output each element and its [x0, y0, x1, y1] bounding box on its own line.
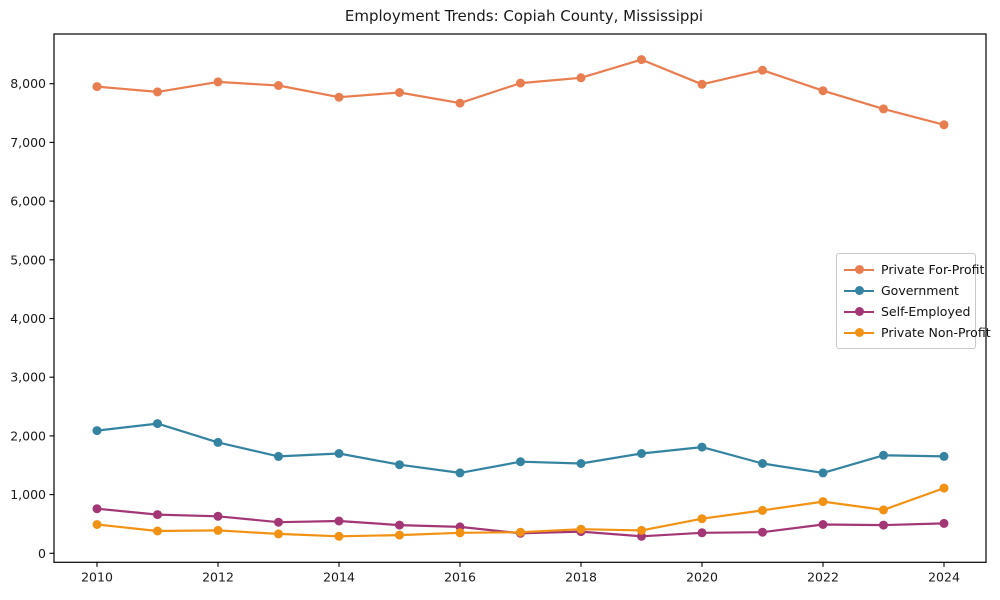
series-marker-private-non-profit — [818, 497, 828, 507]
series-marker-government — [939, 451, 949, 461]
series-marker-private-for-profit — [395, 88, 404, 97]
series-marker-private-for-profit — [516, 78, 525, 88]
series-marker-self-employed — [758, 527, 767, 537]
series-marker-private-for-profit — [334, 92, 344, 102]
series-marker-private-non-profit — [637, 525, 646, 535]
chart-legend: Private For-Profit Government Self-Employe… — [836, 253, 991, 349]
series-marker-self-employed — [213, 511, 223, 521]
series-marker-government — [334, 449, 344, 458]
y-tick-label: 7,000 — [10, 135, 46, 150]
y-tick-label: 8,000 — [10, 76, 46, 91]
y-tick-label: 5,000 — [10, 252, 46, 267]
y-tick-label: 0 — [38, 546, 46, 561]
legend-item-private-non-profit: Private Non-Profit — [844, 322, 991, 343]
legend-item-self-employed: Self-Employed — [844, 301, 971, 322]
series-marker-private-non-profit — [92, 520, 102, 529]
legend-item-private-for-profit: Private For-Profit — [844, 259, 984, 280]
series-marker-self-employed — [153, 510, 162, 520]
series-marker-government — [516, 457, 525, 467]
series-marker-self-employed — [334, 516, 344, 526]
series-marker-private-for-profit — [576, 73, 586, 83]
legend-label: Self-Employed — [881, 304, 971, 319]
x-tick-label: 2020 — [686, 569, 718, 584]
x-tick-label: 2016 — [444, 569, 476, 584]
series-marker-government — [879, 450, 888, 460]
series-marker-private-non-profit — [697, 514, 707, 524]
y-tick-label: 6,000 — [10, 194, 46, 209]
series-marker-government — [697, 442, 707, 452]
series-marker-private-non-profit — [576, 524, 586, 534]
plot-border — [53, 33, 987, 563]
series-marker-government — [576, 459, 586, 468]
series-marker-private-for-profit — [879, 104, 888, 114]
x-tick-label: 2018 — [565, 569, 597, 584]
series-marker-government — [758, 459, 767, 468]
legend-item-government: Government — [844, 280, 967, 301]
series-marker-government — [818, 468, 828, 478]
series-marker-private-non-profit — [153, 526, 162, 536]
series-marker-self-employed — [697, 528, 707, 538]
x-tick-label: 2024 — [928, 569, 960, 584]
series-marker-self-employed — [395, 520, 404, 530]
series-marker-government — [153, 419, 162, 429]
series-marker-private-non-profit — [758, 505, 767, 515]
series-marker-private-for-profit — [939, 120, 949, 130]
series-marker-government — [637, 449, 646, 458]
series-marker-government — [92, 426, 102, 436]
series-marker-private-non-profit — [455, 528, 465, 538]
series-marker-private-non-profit — [516, 527, 525, 537]
series-marker-private-non-profit — [395, 530, 404, 540]
series-marker-private-for-profit — [92, 82, 102, 92]
x-tick-label: 2012 — [202, 569, 234, 584]
series-marker-government — [274, 451, 283, 461]
legend-swatch-icon — [844, 264, 874, 275]
series-marker-self-employed — [274, 517, 283, 527]
series-marker-private-non-profit — [879, 505, 888, 515]
series-marker-government — [213, 437, 223, 447]
series-marker-private-for-profit — [758, 65, 767, 75]
series-marker-private-non-profit — [334, 531, 344, 541]
series-marker-private-for-profit — [274, 81, 283, 90]
legend-swatch-icon — [844, 327, 874, 338]
series-marker-private-for-profit — [697, 79, 707, 89]
y-tick-label: 3,000 — [10, 370, 46, 385]
series-marker-private-non-profit — [274, 529, 283, 539]
legend-label: Private Non-Profit — [881, 325, 991, 340]
series-marker-private-for-profit — [455, 98, 465, 108]
series-marker-private-for-profit — [637, 55, 646, 65]
legend-swatch-icon — [844, 306, 874, 317]
x-tick-label: 2010 — [81, 569, 113, 584]
legend-swatch-icon — [844, 285, 874, 296]
series-marker-self-employed — [92, 504, 102, 514]
series-marker-private-non-profit — [939, 483, 949, 493]
legend-label: Private For-Profit — [881, 262, 985, 277]
series-marker-government — [395, 460, 404, 470]
series-marker-self-employed — [879, 520, 888, 530]
series-marker-private-for-profit — [153, 87, 162, 97]
series-marker-self-employed — [939, 518, 949, 528]
series-marker-self-employed — [818, 520, 828, 529]
chart-title: Employment Trends: Copiah County, Missis… — [345, 7, 703, 25]
series-marker-private-for-profit — [213, 77, 223, 87]
series-marker-private-non-profit — [213, 525, 223, 535]
series-marker-private-for-profit — [818, 86, 828, 96]
y-tick-label: 4,000 — [10, 311, 46, 326]
series-marker-government — [455, 468, 465, 478]
x-tick-label: 2022 — [807, 569, 839, 584]
legend-label: Government — [881, 283, 959, 298]
y-tick-label: 2,000 — [10, 428, 46, 443]
y-tick-label: 1,000 — [10, 487, 46, 502]
x-tick-label: 2014 — [323, 569, 355, 584]
series-line-private-for-profit — [96, 58, 945, 126]
